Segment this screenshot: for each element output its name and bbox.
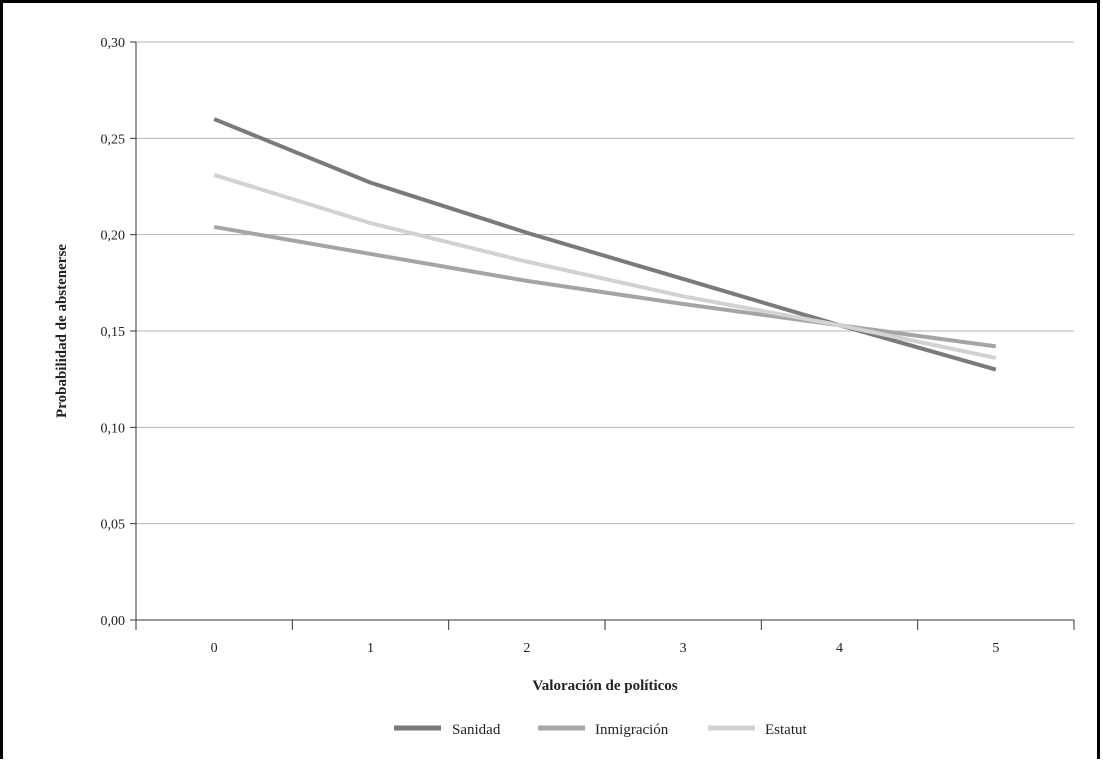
y-tick-label: 0,30 xyxy=(101,36,126,51)
x-tick-label: 3 xyxy=(680,641,687,656)
x-tick-label: 1 xyxy=(367,641,374,656)
y-tick-label: 0,05 xyxy=(101,518,126,533)
y-tick-label: 0,10 xyxy=(101,421,126,436)
y-axis-title: Probabilidad de abstenerse xyxy=(54,244,70,418)
legend-label: Estatut xyxy=(765,722,807,738)
y-tick-label: 0,00 xyxy=(101,614,126,629)
series-lines xyxy=(213,117,997,372)
legend-label: Sanidad xyxy=(452,722,501,738)
legend-label: Inmigración xyxy=(595,722,669,738)
y-tick-label: 0,20 xyxy=(101,229,126,244)
grid-lines xyxy=(136,41,1074,525)
y-axis-ticks: 0,00 0,05 0,10 0,15 0,20 0,25 0,30 xyxy=(101,36,136,629)
x-tick-label: 4 xyxy=(836,641,843,656)
y-tick-label: 0,25 xyxy=(101,132,126,147)
x-axis-title: Valoración de políticos xyxy=(532,678,677,694)
x-tick-label: 5 xyxy=(992,641,999,656)
x-axis-ticks: 0 1 2 3 4 5 xyxy=(135,620,1075,656)
series-line-inmigracion xyxy=(213,224,997,349)
x-tick-label: 2 xyxy=(523,641,530,656)
legend: Sanidad Inmigración Estatut xyxy=(394,722,807,738)
y-tick-label: 0,15 xyxy=(101,325,126,340)
series-line-estatut xyxy=(213,173,997,360)
x-tick-label: 0 xyxy=(211,641,218,656)
